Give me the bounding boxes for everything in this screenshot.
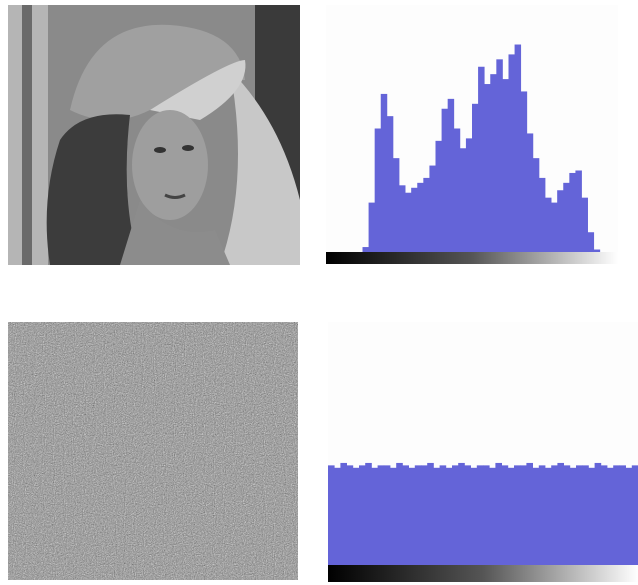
histogram-bar [545,468,552,565]
histogram-bar [632,465,638,565]
histogram-bar [570,468,577,565]
histogram-bar [515,45,521,252]
histogram-bar [417,183,423,252]
histogram-bar [393,158,399,252]
histogram-bar [508,468,515,565]
histogram-bar [601,465,608,565]
histogram-bar [363,247,369,252]
histogram-bar [466,138,472,252]
histogram-bar [588,468,595,565]
histogram-bar [527,133,533,252]
histogram-bar [442,109,448,252]
histogram-bar [576,465,583,565]
histogram-bar [626,468,633,565]
histogram-bar [429,166,435,252]
histogram-bar [415,465,422,565]
histogram-bar [496,59,502,252]
histogram-bar [340,463,347,565]
histogram-bar [359,465,366,565]
histogram-bar [433,468,440,565]
histogram-bar [409,468,416,565]
histogram-bar [582,198,588,252]
histogram-bar [405,193,411,252]
histogram-bar [396,463,403,565]
histogram-bar [533,468,540,565]
photo [8,5,300,265]
histogram-bar [520,465,527,565]
histogram-bar [526,463,533,565]
histogram-bar [514,465,521,565]
histogram-bar [489,468,496,565]
histogram-bar [502,79,508,252]
noise-texture [8,322,298,580]
histogram-bar [390,468,397,565]
histogram-bar [551,465,558,565]
histogram-bar [477,465,484,565]
histogram-bar [334,468,341,565]
histogram-bar [448,99,454,252]
gradient-bar [328,565,638,582]
histogram-bar [569,173,575,252]
histogram-bar [423,178,429,252]
histogram-bar [595,463,602,565]
histogram-bar [347,465,354,565]
histogram-bar [490,74,496,252]
histogram-bar [452,465,459,565]
histogram-bar [402,465,409,565]
histogram-bar [545,198,551,252]
histogram-bar [427,463,434,565]
histogram-bar [384,465,391,565]
histogram-bar [588,232,594,252]
histogram-bar [471,468,478,565]
histogram-bar [557,463,564,565]
histogram-bar [421,465,428,565]
histogram-bar [460,148,466,252]
histogram-bar [387,116,393,252]
histogram-bar [411,188,417,252]
page [0,0,638,585]
histogram-bar [464,465,471,565]
histogram-bar [594,250,600,252]
histogram-bar [607,468,614,565]
histogram-bar [328,465,335,565]
histogram-bar [472,104,478,252]
histogram-bar [539,465,546,565]
histogram-bar [375,129,381,253]
histogram-bar [365,463,372,565]
histogram-bar [563,183,569,252]
histogram-bar [378,465,385,565]
histogram-bar [521,91,527,252]
histogram-bar [440,465,447,565]
histogram-bar [381,94,387,252]
histogram-bar [371,468,378,565]
histogram-bar [619,465,626,565]
histogram-bar [436,141,442,252]
histogram-bar [458,463,465,565]
histogram-bar [557,190,563,252]
histogram-bar [533,158,539,252]
histogram-bar [483,465,490,565]
histogram-bar [575,170,581,252]
histogram-bar [551,203,557,252]
histogram-bar [484,84,490,252]
histogram-bar [564,465,571,565]
histogram-bar [495,463,502,565]
histogram-bar [478,67,484,252]
histogram-bar [509,54,515,252]
histogram-bar [582,465,589,565]
histogram-bar [539,178,545,252]
histogram-bar [369,203,375,252]
histogram-bar [446,468,453,565]
histogram-bar [502,465,509,565]
gradient-bar [326,252,618,264]
histogram-bar [353,468,360,565]
histogram-bar [454,129,460,253]
histogram-bar [399,185,405,252]
histogram-bar [613,465,620,565]
